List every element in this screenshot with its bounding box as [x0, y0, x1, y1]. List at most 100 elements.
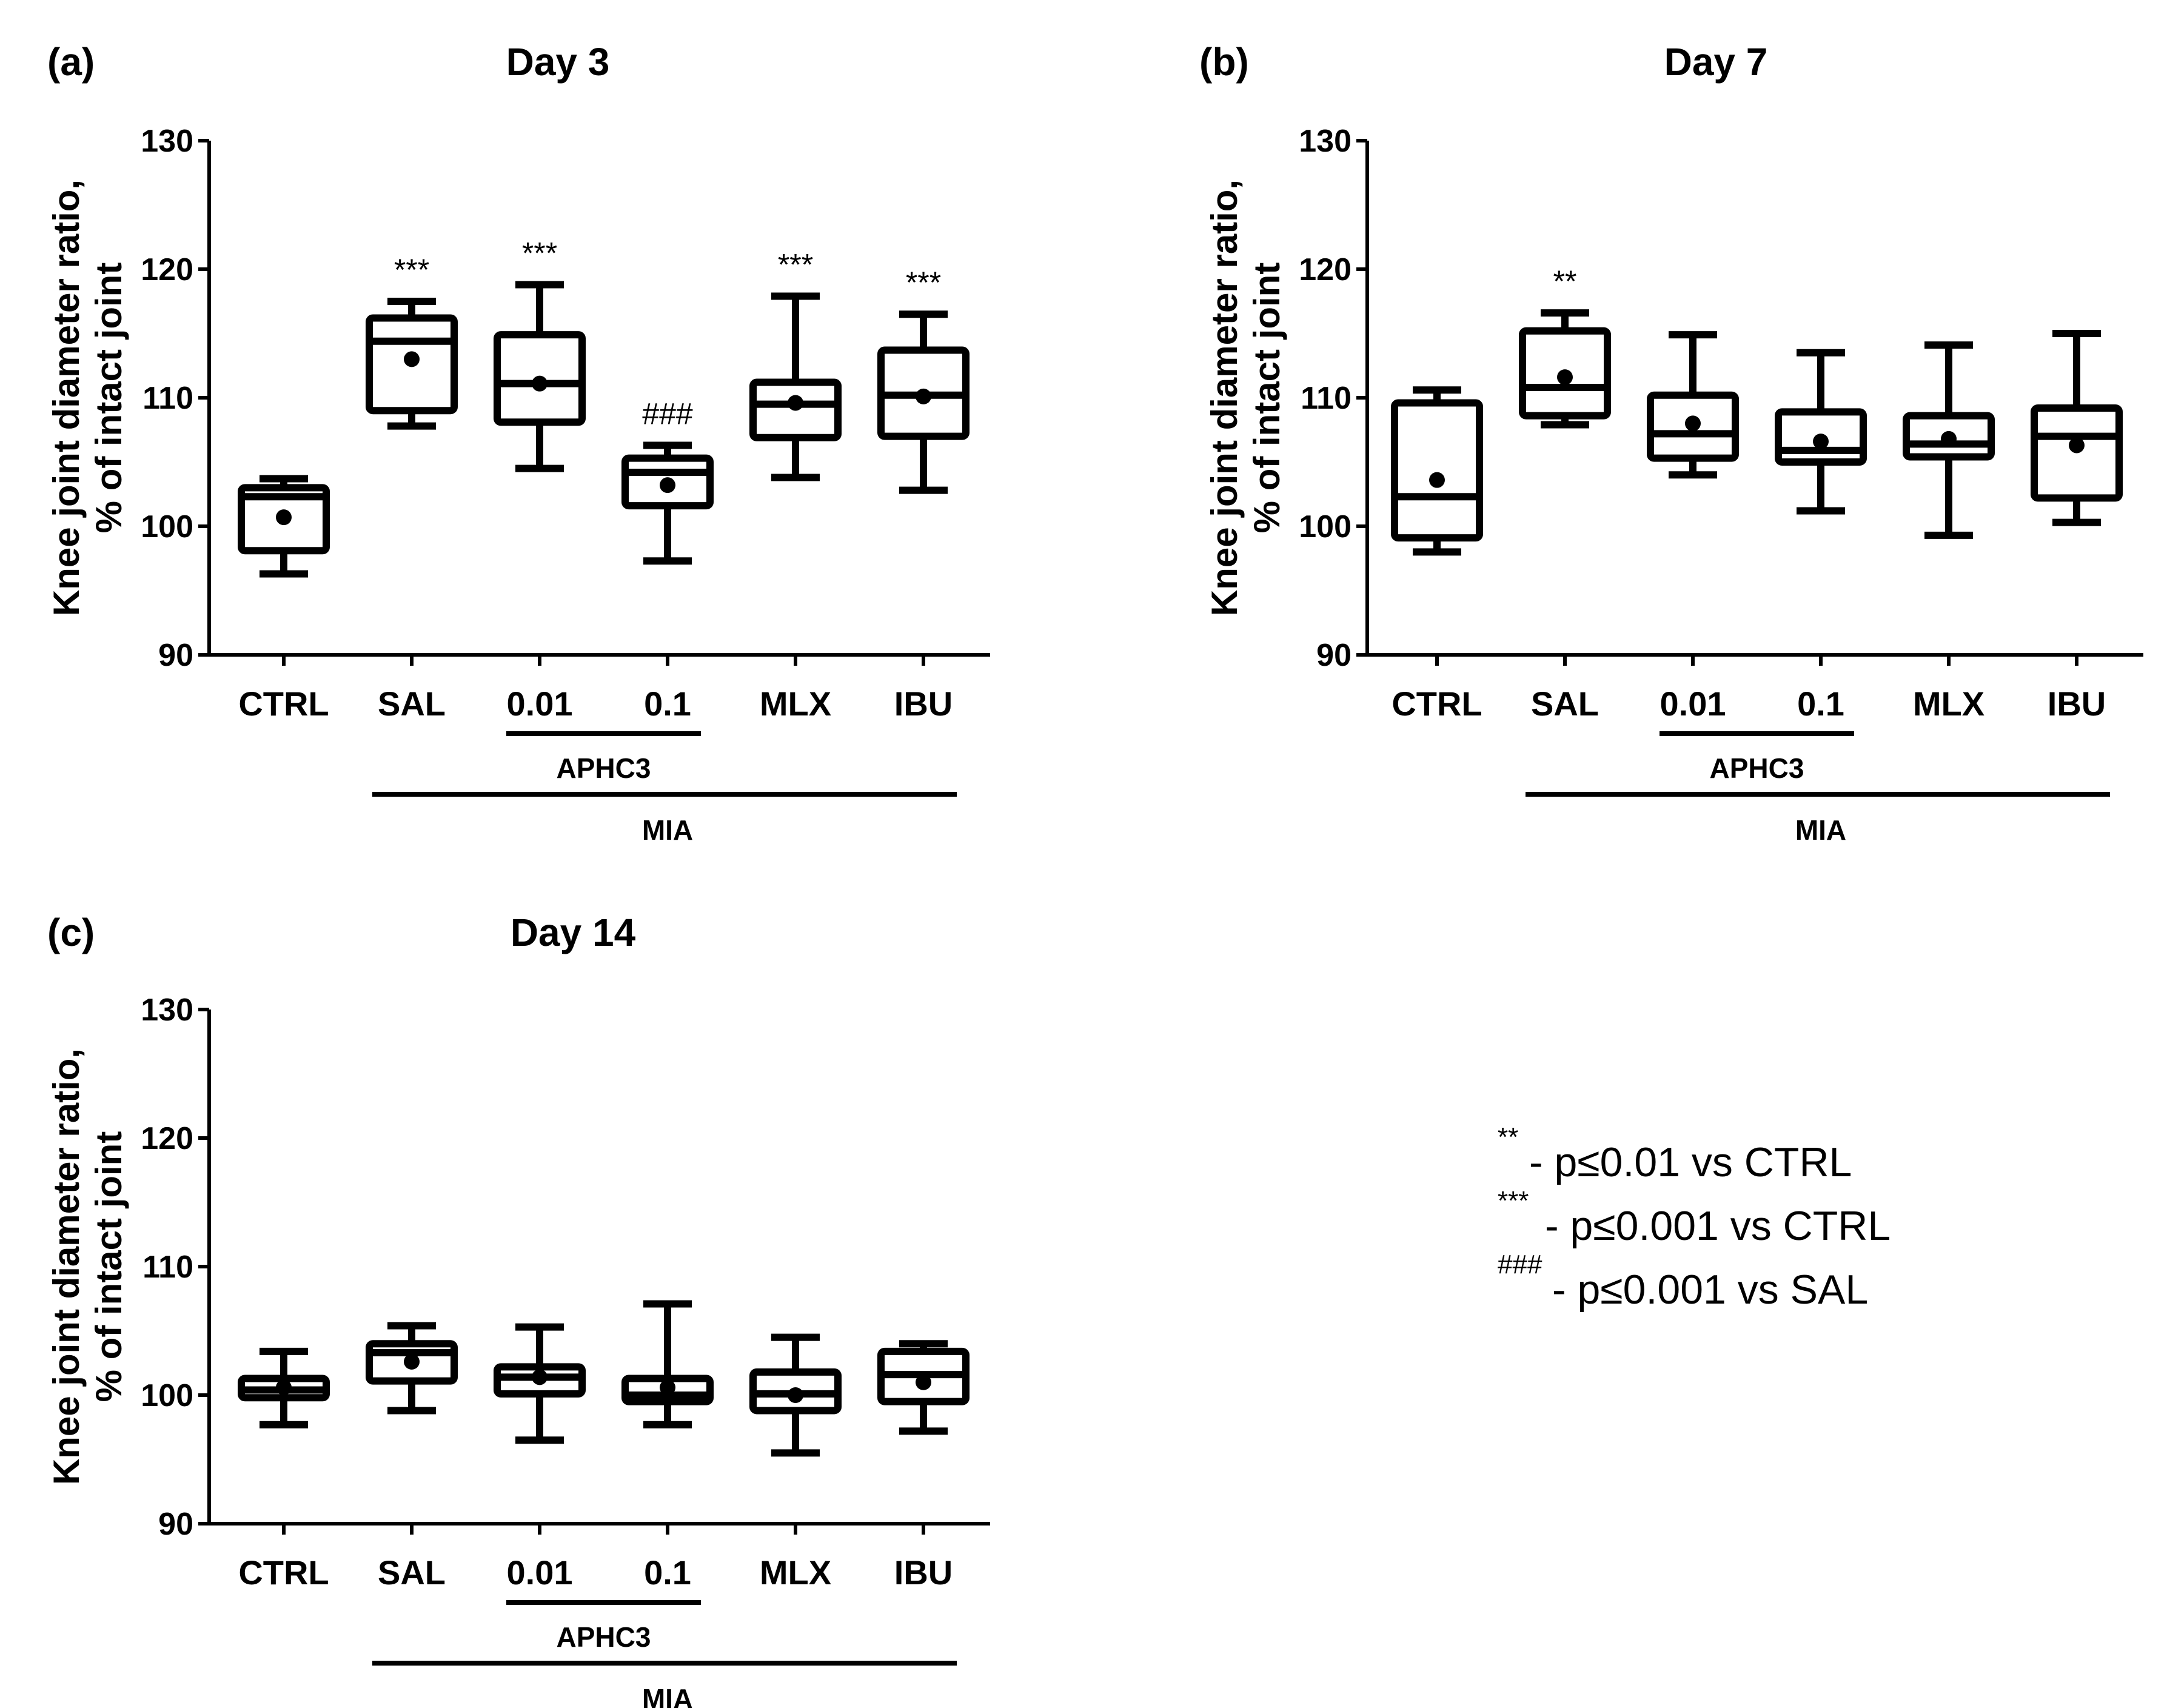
y-tick-label: 110 [142, 1250, 193, 1285]
x-tick-label: CTRL [238, 685, 329, 723]
panel-label: (c) [47, 911, 95, 954]
box-sal: SAL [366, 1322, 458, 1592]
group-label-mia: MIA [642, 1683, 693, 1708]
y-axis-label: % of intact joint [1247, 263, 1287, 534]
mean-marker [1813, 434, 1829, 450]
mean-marker [2069, 437, 2085, 454]
significance-marker: *** [906, 266, 941, 300]
y-axis-label: Knee joint diameter ratio, [46, 1048, 87, 1485]
box-ibu: IBU [877, 1340, 970, 1592]
y-tick-label: 110 [142, 381, 193, 416]
box-ctrl: CTRL [1391, 386, 1483, 723]
x-tick-label: SAL [378, 1553, 446, 1592]
mean-marker [1685, 415, 1701, 432]
box-ibu: IBU [2031, 330, 2123, 723]
x-tick-label: 0.1 [644, 1553, 691, 1592]
chart-panel-2: (b) Day 7 Knee joint diameter ratio,% of i… [1199, 40, 2143, 846]
y-tick-label: 90 [158, 638, 193, 673]
mean-marker [1429, 472, 1445, 488]
x-tick-label: IBU [2048, 685, 2106, 723]
x-tick-label: 0.1 [1797, 685, 1844, 723]
group-label-aphc3: APHC3 [557, 1621, 651, 1653]
box-mlx: MLX [1903, 341, 1995, 723]
significance-marker: ### [642, 397, 693, 430]
mean-marker [660, 1379, 675, 1396]
significance-marker: ** [1553, 264, 1577, 298]
mean-marker [532, 1369, 548, 1385]
legend-prefix-3: ### [1498, 1250, 1542, 1279]
box-0_1: 0.1 [621, 1300, 714, 1592]
mean-marker [660, 477, 675, 494]
y-tick-label: 90 [1316, 638, 1351, 673]
chart-title: Day 7 [1664, 40, 1768, 84]
panel-label: (b) [1199, 40, 1249, 84]
panel-label: (a) [47, 40, 95, 84]
mean-marker [916, 1374, 931, 1390]
x-tick-label: SAL [1531, 685, 1599, 723]
legend-prefix-1: ** [1498, 1122, 1518, 1152]
x-tick-label: IBU [894, 1553, 953, 1592]
y-axis-label: Knee joint diameter ratio, [46, 179, 87, 616]
legend-prefix-2: *** [1498, 1186, 1529, 1216]
mean-marker [404, 1353, 420, 1370]
legend-text-2: - p≤0.001 vs CTRL [1545, 1203, 1891, 1249]
legend-text-1: - p≤0.01 vs CTRL [1529, 1139, 1852, 1185]
y-tick-label: 130 [141, 124, 193, 159]
box-sal: SAL *** [366, 253, 458, 723]
x-tick-label: 0.01 [507, 1553, 573, 1592]
chart-title: Day 3 [506, 40, 610, 84]
mean-marker [916, 388, 931, 404]
x-tick-label: 0.1 [644, 685, 691, 723]
legend-text-3: - p≤0.001 vs SAL [1552, 1267, 1868, 1313]
y-axis-label: % of intact joint [89, 1131, 129, 1402]
y-tick-label: 100 [141, 509, 193, 544]
group-label-aphc3: APHC3 [1710, 752, 1804, 784]
significance-marker: *** [522, 236, 557, 270]
x-tick-label: CTRL [1392, 685, 1482, 723]
significance-marker: *** [394, 253, 429, 287]
x-tick-label: 0.01 [507, 685, 573, 723]
x-tick-label: CTRL [238, 1553, 329, 1592]
chart-panel-3: (c) Day 14 Knee joint diameter ratio,% of … [46, 911, 990, 1708]
y-tick-label: 130 [141, 993, 193, 1028]
box-mlx: MLX *** [749, 248, 842, 723]
box-ibu: IBU *** [877, 266, 970, 723]
mean-marker [788, 395, 803, 411]
mean-marker [404, 351, 420, 367]
y-axis-label: Knee joint diameter ratio, [1204, 179, 1245, 616]
y-tick-label: 100 [1299, 509, 1351, 544]
mean-marker [532, 375, 548, 392]
mean-marker [1941, 430, 1957, 447]
x-tick-label: MLX [1913, 685, 1984, 723]
box-0_01: 0.01 [494, 1323, 586, 1592]
group-label-mia: MIA [1795, 814, 1846, 846]
x-tick-label: IBU [894, 685, 953, 723]
chart-title: Day 14 [511, 911, 636, 954]
box-0_01: 0.01 *** [494, 236, 586, 723]
mean-marker [276, 509, 292, 526]
box-iqr [1391, 399, 1483, 542]
y-tick-label: 90 [158, 1507, 193, 1542]
x-tick-label: SAL [378, 685, 446, 723]
significance-marker: *** [778, 248, 813, 282]
mean-marker [1557, 369, 1573, 386]
y-tick-label: 100 [141, 1378, 193, 1413]
y-tick-label: 120 [141, 1121, 193, 1156]
box-0_1: 0.1 ### [621, 397, 714, 723]
y-tick-label: 130 [1299, 124, 1351, 159]
box-0_01: 0.01 [1647, 331, 1739, 723]
significance-legend: ** - p≤0.01 vs CTRL *** - p≤0.001 vs CTR… [1498, 1122, 1891, 1313]
box-mlx: MLX [749, 1333, 842, 1592]
mean-marker [276, 1379, 292, 1396]
x-tick-label: MLX [760, 1553, 831, 1592]
mean-marker [788, 1387, 803, 1403]
chart-panel-1: (a) Day 3 Knee joint diameter ratio,% of i… [46, 40, 990, 846]
group-label-aphc3: APHC3 [557, 752, 651, 784]
y-tick-label: 110 [1301, 381, 1351, 416]
y-tick-label: 120 [141, 252, 193, 287]
box-ctrl: CTRL [238, 1347, 330, 1592]
box-sal: SAL ** [1519, 264, 1611, 723]
group-label-mia: MIA [642, 814, 693, 846]
y-axis-label: % of intact joint [89, 263, 129, 534]
